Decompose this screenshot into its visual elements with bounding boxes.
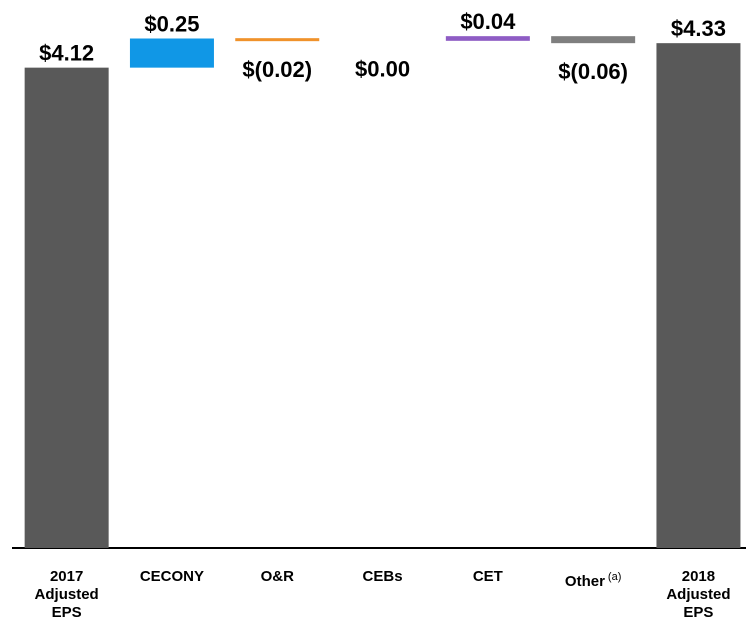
value-label: $(0.06) xyxy=(558,59,628,84)
bar xyxy=(235,38,320,42)
category-text: CET xyxy=(472,568,503,585)
x-tick-label: CET xyxy=(440,568,536,586)
bar xyxy=(24,67,109,549)
bar xyxy=(445,36,530,41)
bar xyxy=(551,36,636,44)
category-text: CECONY xyxy=(139,568,205,585)
category-text: 2018 Adjusted EPS xyxy=(666,568,731,621)
category-text: Other xyxy=(564,573,605,590)
category-text: O&R xyxy=(260,568,294,585)
bar xyxy=(129,38,214,68)
value-label: $4.33 xyxy=(671,16,726,41)
x-tick-label: O&R xyxy=(229,568,325,586)
value-label: $4.12 xyxy=(39,40,94,65)
x-tick-label: Other (a) xyxy=(545,568,641,591)
x-tick-label: CECONY xyxy=(124,568,220,586)
bar xyxy=(656,43,741,548)
value-label: $(0.02) xyxy=(242,57,312,82)
x-tick-label: 2018 Adjusted EPS xyxy=(650,568,746,622)
x-tick-label: CEBs xyxy=(335,568,431,586)
value-label: $0.04 xyxy=(460,9,516,34)
category-text: CEBs xyxy=(362,568,403,585)
value-label: $0.00 xyxy=(355,57,410,82)
footnote-marker: (a) xyxy=(607,571,622,583)
category-text: 2017 Adjusted EPS xyxy=(34,568,99,621)
value-label: $0.25 xyxy=(144,11,199,36)
x-tick-label: 2017 Adjusted EPS xyxy=(19,568,115,622)
